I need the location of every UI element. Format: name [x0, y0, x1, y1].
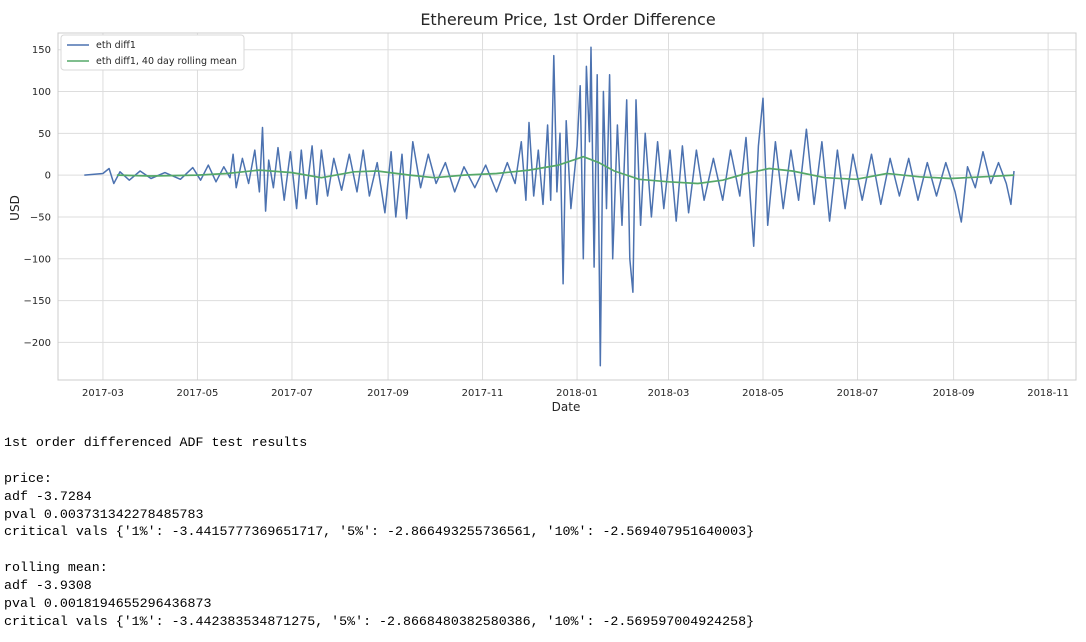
- series-line-rolling-mean: [116, 155, 1015, 185]
- y-axis-label: USD: [8, 195, 22, 221]
- x-tick-label: 2017-03: [82, 388, 124, 399]
- series-layer: [84, 46, 1015, 367]
- result-line: critical vals {'1%': -3.442383534871275,…: [4, 613, 755, 629]
- x-tick-labels: 2017-03 2017-05 2017-07 2017-09 2017-11 2018-…: [82, 388, 1069, 399]
- x-tick-label: 2018-01: [556, 388, 598, 399]
- y-tick-label: 150: [32, 45, 51, 56]
- legend-label-eth-diff1: eth diff1: [96, 40, 136, 51]
- y-tick-label: 50: [38, 129, 51, 140]
- result-line: 1st order differenced ADF test results: [4, 435, 308, 450]
- result-line: [4, 541, 754, 559]
- result-line: pval 0.0018194655296436873: [4, 596, 212, 612]
- x-tick-label: 2018-07: [837, 388, 879, 399]
- x-tick-label: 2017-07: [271, 388, 313, 399]
- x-tick-label: 2018-11: [1027, 388, 1069, 399]
- result-line: price:: [4, 470, 52, 486]
- plot-border: [57, 32, 1077, 381]
- legend-box: [60, 34, 245, 71]
- x-tick-label: 2018-03: [648, 388, 690, 399]
- x-tick-label: 2018-09: [933, 388, 975, 399]
- result-line: adf -3.9308: [4, 578, 92, 594]
- y-tick-label: 100: [32, 87, 51, 98]
- y-tick-label: 0: [45, 171, 51, 182]
- x-tick-label: 2017-05: [177, 388, 219, 399]
- legend: eth diff1 eth diff1, 40 day rolling mean: [60, 34, 245, 71]
- x-axis-label: Date: [552, 400, 581, 414]
- result-line: critical vals {'1%': -3.4415777369651717…: [4, 524, 755, 540]
- y-tick-labels: 150 100 50 0 −50 −100 −150 −200: [24, 45, 51, 349]
- y-tick-label: −50: [30, 212, 51, 223]
- y-tick-label: −150: [24, 296, 51, 307]
- y-tick-label: −200: [24, 338, 51, 349]
- legend-label-rolling-mean: eth diff1, 40 day rolling mean: [96, 56, 237, 67]
- x-tick-label: 2017-09: [367, 388, 409, 399]
- x-tick-label: 2018-05: [742, 388, 784, 399]
- chart: 2017-03 2017-05 2017-07 2017-09 2017-11 2018-…: [8, 10, 1077, 414]
- series-line-eth-diff1: [84, 46, 1015, 367]
- x-tick-label: 2017-11: [462, 388, 504, 399]
- plot-frame: [57, 32, 1077, 381]
- result-line: adf -3.7284: [4, 488, 92, 504]
- result-line: rolling mean:: [4, 560, 108, 576]
- y-tick-label: −100: [24, 254, 51, 265]
- adf-results-output: 1st order differenced ADF test results pr…: [4, 434, 754, 631]
- result-line: pval 0.003731342278485783: [4, 506, 204, 522]
- result-line: [4, 452, 754, 470]
- chart-title: Ethereum Price, 1st Order Difference: [420, 10, 715, 29]
